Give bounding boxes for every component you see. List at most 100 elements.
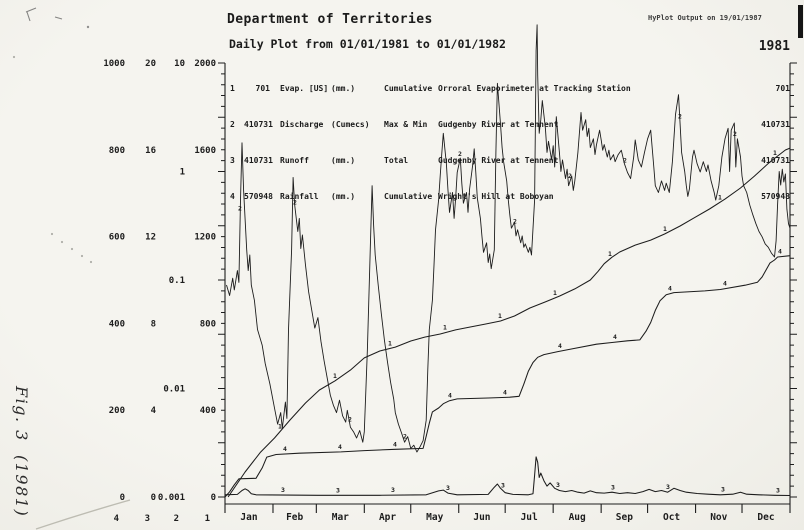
- series-id-marker: 4: [723, 280, 727, 288]
- right-station-id: 701: [775, 84, 790, 93]
- series-id-marker: 2: [733, 130, 737, 138]
- series-4-path: [224, 255, 791, 498]
- legend-series-number: 4: [230, 192, 235, 201]
- right-station-id: 410731: [761, 156, 790, 165]
- series-id-marker: 3: [446, 484, 450, 492]
- y-tick-label: 0: [151, 493, 156, 503]
- legend-row: 4 570948 Rainfall (mm.) Cumulative Wright's H…: [230, 191, 631, 203]
- legend-statistic: Cumulative: [384, 192, 433, 201]
- y-tick-label: 200: [109, 406, 125, 416]
- y-tick-label: 1600: [194, 146, 216, 156]
- page-title: Department of Territories: [227, 12, 433, 27]
- legend-series-number: 3: [230, 156, 235, 165]
- series-id-marker: 2: [678, 113, 682, 121]
- right-station-id-list: 701 410731 410731 570948: [700, 59, 790, 227]
- month-label: Oct: [663, 512, 680, 523]
- series-id-marker: 1: [498, 312, 502, 320]
- month-label: Feb: [286, 512, 303, 523]
- year-label: 1981: [758, 39, 790, 54]
- right-station-id: 410731: [761, 120, 790, 129]
- series-id-marker: 4: [668, 285, 672, 293]
- axis-ticks: [218, 62, 797, 498]
- series-id-marker: 2: [623, 156, 627, 164]
- series-id-marker: 1: [388, 339, 392, 347]
- scale-id-label: 3: [145, 514, 150, 524]
- month-label: Jun: [473, 512, 490, 523]
- y-tick-label: 0.1: [169, 276, 185, 286]
- series-id-marker: 4: [283, 445, 287, 453]
- series-id-markers: 1 1 1 1 1 1 1 1 1 1 2 2 2 2 2 2 2 2 2 2 3 3 3 3 3 3 3 3 3 3 4 4 4 4 4 4 4 4 4 4: [238, 113, 782, 495]
- legend-parameter: Rainfall: [280, 192, 319, 201]
- series-id-marker: 3: [666, 483, 670, 491]
- scale-id-label: 4: [114, 514, 120, 524]
- series-id-marker: 1: [278, 423, 282, 431]
- legend-row: 2 410731 Discharge (Cumecs) Max & Min Gudgenb…: [230, 119, 631, 131]
- series-id-marker: 2: [403, 432, 407, 440]
- legend-location: Gudgenby River at Tennent: [438, 120, 559, 129]
- series-id-marker: 4: [503, 388, 507, 396]
- legend-location: Orroral Evaporimeter at Tracking Station: [438, 84, 631, 93]
- series-id-marker: 1: [773, 149, 777, 157]
- scan-artifacts: [12, 5, 803, 530]
- month-label: Aug: [569, 512, 586, 523]
- y-tick-label: 400: [109, 319, 125, 329]
- y-axis-labels: 10008006004002000420161284031010.10.010.…: [103, 59, 216, 524]
- plot-subtitle: Daily Plot from 01/01/1981 to 01/01/1982: [229, 37, 506, 51]
- series-id-marker: 1: [553, 289, 557, 297]
- series-id-marker: 4: [448, 392, 452, 400]
- month-label: Jan: [240, 512, 257, 523]
- series-id-marker: 3: [556, 481, 560, 489]
- series-id-marker: 4: [558, 342, 562, 350]
- scale-id-label: 2: [174, 514, 179, 524]
- legend-station-id: 570948: [244, 192, 273, 201]
- series-id-marker: 2: [293, 198, 297, 206]
- legend-statistic: Total: [384, 156, 409, 165]
- legend-statistic: Cumulative: [384, 84, 433, 93]
- right-station-id: 570948: [761, 192, 790, 201]
- series-id-marker: 2: [458, 150, 462, 158]
- y-tick-label: 600: [109, 233, 125, 243]
- y-tick-label: 800: [109, 146, 125, 156]
- legend-statistic: Max & Min: [384, 120, 428, 129]
- y-tick-label: 2000: [194, 59, 216, 69]
- legend-series-number: 2: [230, 120, 235, 129]
- series-id-marker: 3: [391, 486, 395, 494]
- legend-units: (mm.): [331, 192, 356, 201]
- series-id-marker: 3: [501, 482, 505, 490]
- series-id-marker: 1: [608, 250, 612, 258]
- month-label: Nov: [710, 512, 727, 523]
- series-id-marker: 2: [513, 218, 517, 226]
- y-tick-label: 1: [180, 168, 185, 178]
- legend-series-number: 1: [230, 84, 235, 93]
- month-label: Mar: [332, 512, 349, 523]
- series-id-marker: 2: [568, 172, 572, 180]
- series-id-marker: 1: [333, 372, 337, 380]
- axis-frame: [224, 63, 791, 505]
- legend-station-id: 701: [255, 84, 270, 93]
- y-tick-label: 800: [200, 319, 216, 329]
- y-tick-label: 4: [151, 406, 157, 416]
- y-tick-label: 1000: [103, 59, 125, 69]
- series-id-marker: 4: [393, 440, 397, 448]
- series-id-marker: 1: [443, 324, 447, 332]
- legend-row: 1 701 Evap. [US] (mm.) Cumulative Orroral Eva…: [230, 83, 631, 95]
- y-tick-label: 20: [145, 59, 156, 69]
- y-tick-label: 0: [120, 493, 125, 503]
- legend-row: 3 410731 Runoff (mm.) Total Gudgenby River at…: [230, 155, 631, 167]
- x-axis-months: Jan Feb Mar Apr May Jun Jul Aug Sep Oct Nov Dec: [224, 504, 791, 523]
- y-tick-label: 0.01: [163, 385, 185, 395]
- y-tick-label: 400: [200, 406, 216, 416]
- legend-parameter: Evap. [US]: [280, 84, 329, 93]
- y-tick-label: 8: [151, 319, 156, 329]
- series-id-marker: 2: [348, 416, 352, 424]
- scale-id-label: 1: [205, 514, 210, 524]
- month-label: Apr: [379, 512, 396, 523]
- series-id-marker: 4: [338, 443, 342, 451]
- legend-parameter: Runoff: [280, 156, 309, 165]
- y-tick-label: 12: [145, 233, 156, 243]
- legend-location: Wright's Hill at Boboyan: [438, 192, 554, 201]
- legend-location: Gudgenby River at Tennent: [438, 156, 559, 165]
- y-tick-label: 0.001: [158, 493, 185, 503]
